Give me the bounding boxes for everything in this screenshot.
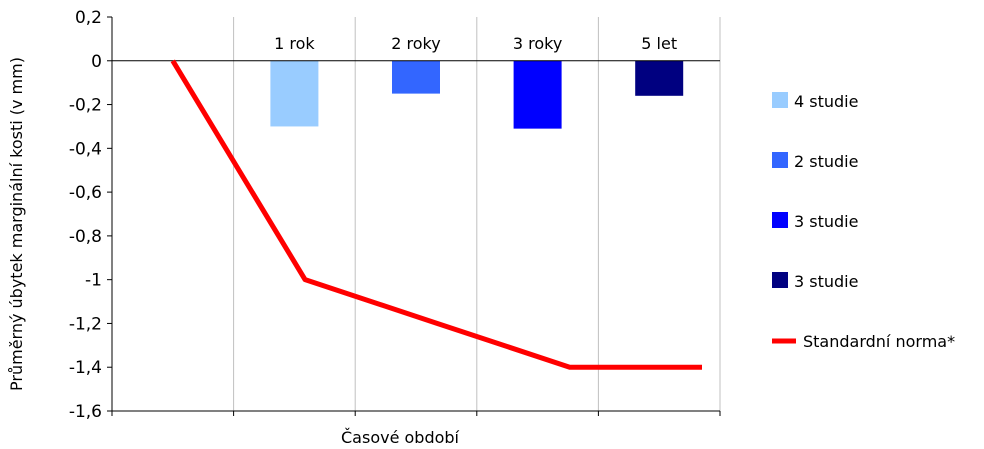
y-tick-label: 0 bbox=[91, 52, 102, 72]
legend-label-3: 3 studie bbox=[794, 212, 858, 231]
y-tick-label: -1,6 bbox=[69, 402, 102, 422]
legend-swatch-2 bbox=[772, 152, 788, 168]
y-tick-label: -1,4 bbox=[69, 358, 102, 378]
legend-swatch-4 bbox=[772, 272, 788, 288]
legend-label-line: Standardní norma* bbox=[803, 332, 955, 351]
y-tick-label: -1 bbox=[85, 271, 102, 291]
legend: 4 studie 2 studie 3 studie 3 studie Standard… bbox=[772, 92, 955, 351]
y-tick-label: -1,2 bbox=[69, 314, 102, 334]
category-label: 3 roky bbox=[513, 34, 562, 53]
y-tick-label: -0,2 bbox=[69, 96, 102, 116]
bars bbox=[270, 60, 684, 129]
bar-2 bbox=[392, 60, 440, 94]
legend-swatch-1 bbox=[772, 92, 788, 108]
category-label: 5 let bbox=[641, 34, 677, 53]
x-axis-title: Časové období bbox=[341, 428, 460, 447]
legend-label-1: 4 studie bbox=[794, 92, 858, 111]
category-label: 1 rok bbox=[274, 34, 315, 53]
y-tick-label: 0,2 bbox=[75, 8, 102, 28]
category-label: 2 roky bbox=[391, 34, 440, 53]
norm-line bbox=[170, 59, 702, 370]
y-tick-label: -0,8 bbox=[69, 227, 102, 247]
y-tick-labels: 0,2 0 -0,2 -0,4 -0,6 -0,8 -1 -1,2 -1,4 -1,6 bbox=[69, 8, 102, 422]
category-labels: 1 rok 2 roky 3 roky 5 let bbox=[274, 34, 677, 53]
legend-label-2: 2 studie bbox=[794, 152, 858, 171]
legend-label-4: 3 studie bbox=[794, 272, 858, 291]
grid-lines bbox=[233, 17, 721, 411]
axes bbox=[107, 16, 721, 416]
norm-line-path bbox=[170, 59, 702, 370]
y-tick-label: -0,6 bbox=[69, 183, 102, 203]
bar-1 bbox=[270, 60, 319, 127]
y-axis-title: Průměrný úbytek marginální kosti (v mm) bbox=[7, 57, 26, 391]
y-tick-label: -0,4 bbox=[69, 139, 102, 159]
bar-3 bbox=[513, 60, 562, 129]
bar-4 bbox=[635, 60, 684, 96]
legend-swatch-3 bbox=[772, 212, 788, 228]
